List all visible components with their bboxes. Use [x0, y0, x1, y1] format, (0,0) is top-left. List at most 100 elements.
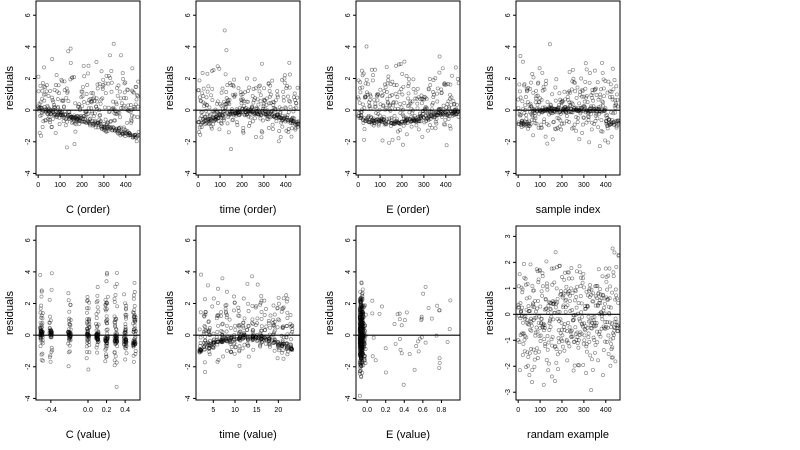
data-point: [537, 314, 542, 319]
data-point: [563, 105, 568, 110]
data-point: [103, 297, 108, 302]
data-point: [215, 330, 220, 334]
data-point: [614, 92, 619, 97]
data-point: [196, 88, 201, 93]
data-point: [570, 126, 575, 131]
data-point: [74, 114, 79, 119]
data-point: [123, 339, 128, 344]
data-point: [73, 115, 77, 120]
data-point: [238, 110, 242, 115]
data-point: [96, 330, 101, 335]
data-point: [222, 99, 226, 104]
data-point: [219, 313, 223, 318]
data-point: [570, 334, 575, 339]
data-point: [429, 114, 434, 119]
data-point: [281, 95, 286, 99]
data-point: [80, 84, 85, 89]
data-point: [519, 120, 524, 125]
data-point: [361, 351, 366, 356]
data-point: [216, 116, 221, 121]
data-point: [294, 101, 299, 106]
data-point: [599, 310, 603, 315]
data-point: [554, 265, 559, 270]
data-point: [358, 357, 363, 361]
data-point: [360, 292, 364, 297]
data-point: [576, 311, 580, 316]
data-point: [113, 333, 118, 338]
data-point: [575, 334, 580, 339]
data-point: [134, 97, 139, 102]
data-point: [555, 115, 560, 120]
data-point: [599, 87, 603, 92]
data-point: [237, 336, 242, 341]
data-point: [261, 102, 266, 107]
data-point: [557, 103, 562, 108]
data-point: [105, 341, 110, 346]
data-point: [95, 323, 100, 328]
data-point: [277, 114, 282, 119]
data-point: [206, 346, 211, 351]
y-axis-title: residuals: [164, 290, 176, 335]
data-point: [280, 343, 285, 348]
x-tick-label: 15: [253, 407, 261, 414]
data-point: [358, 296, 363, 301]
data-point: [45, 111, 50, 116]
data-point: [81, 119, 86, 124]
data-point: [563, 105, 568, 110]
data-point: [108, 126, 113, 131]
data-point: [569, 100, 574, 105]
data-point: [535, 306, 540, 311]
data-point: [123, 338, 128, 343]
data-point: [39, 325, 44, 330]
data-point: [595, 302, 600, 307]
data-point: [358, 336, 363, 341]
data-point: [85, 319, 90, 324]
data-point: [543, 344, 548, 349]
data-point: [592, 87, 597, 92]
data-point: [275, 112, 280, 117]
data-point: [133, 326, 138, 331]
data-point: [363, 119, 367, 123]
data-point: [59, 77, 64, 82]
data-point: [219, 121, 224, 126]
data-point: [272, 337, 277, 342]
data-point: [127, 132, 132, 137]
data-point: [547, 299, 552, 304]
data-point: [197, 78, 202, 83]
data-point: [228, 335, 233, 340]
data-point: [207, 343, 212, 348]
data-point: [376, 92, 381, 97]
data-point: [531, 90, 536, 95]
data-point: [52, 87, 57, 92]
data-point: [87, 343, 92, 348]
data-point: [443, 112, 448, 117]
data-point: [116, 126, 121, 131]
data-point: [579, 107, 583, 112]
data-point: [287, 98, 292, 103]
data-point: [272, 114, 277, 119]
data-point: [568, 102, 573, 107]
data-point: [593, 87, 597, 92]
data-point: [230, 92, 235, 97]
data-point: [600, 373, 605, 378]
data-point: [123, 346, 128, 351]
data-point: [365, 92, 370, 97]
data-point: [227, 339, 232, 344]
data-point: [570, 308, 575, 313]
data-point: [95, 350, 100, 355]
data-point: [359, 323, 364, 328]
data-point: [531, 288, 536, 293]
data-point: [241, 320, 246, 325]
data-point: [441, 110, 446, 115]
data-point: [356, 78, 361, 83]
data-point: [358, 347, 363, 352]
data-point: [537, 349, 541, 354]
data-point: [206, 116, 211, 121]
data-point: [259, 334, 264, 339]
data-point: [134, 135, 139, 140]
data-point: [526, 86, 531, 90]
data-point: [413, 119, 418, 123]
data-point: [228, 337, 233, 342]
data-point: [104, 314, 109, 319]
data-point: [217, 112, 221, 116]
